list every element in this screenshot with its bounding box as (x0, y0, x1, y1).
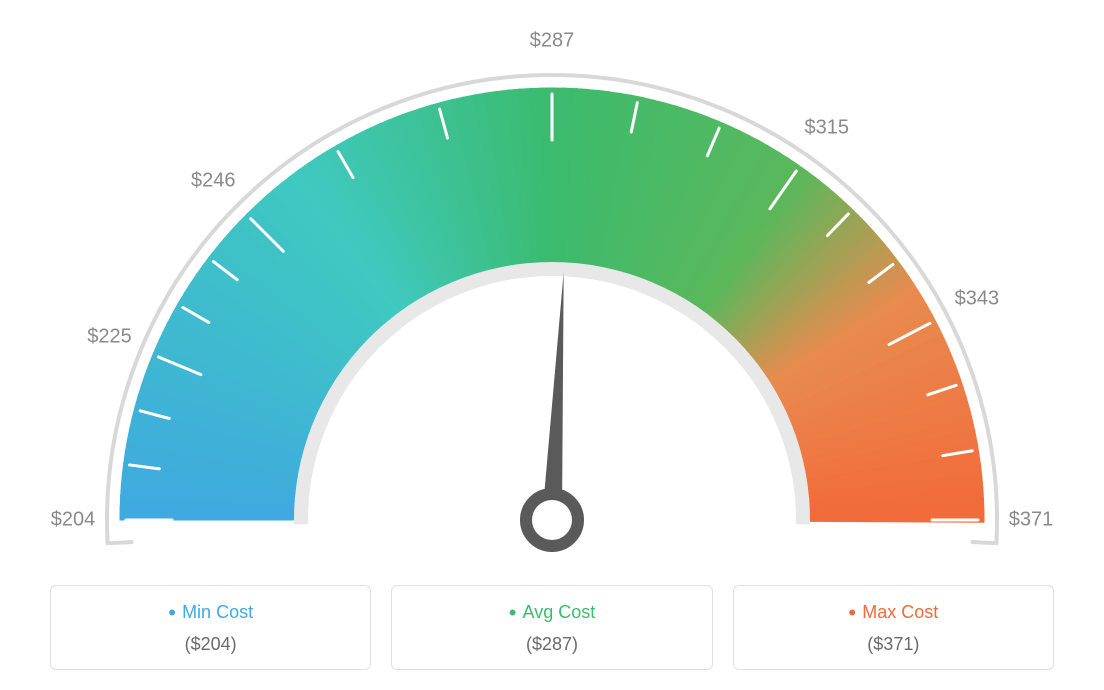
gauge-tick-label: $287 (530, 30, 575, 53)
legend-min-label: Min Cost (61, 600, 360, 626)
legend-min: Min Cost ($204) (50, 585, 371, 670)
gauge-tick-label: $204 (51, 509, 96, 532)
legend-max-label: Max Cost (744, 600, 1043, 626)
gauge-tick-label: $315 (804, 116, 849, 139)
gauge-tick-label: $225 (87, 325, 132, 348)
legend-max: Max Cost ($371) (733, 585, 1054, 670)
legend-avg-value: ($287) (402, 634, 701, 655)
legend-row: Min Cost ($204) Avg Cost ($287) Max Cost… (50, 585, 1054, 670)
gauge-tick-label: $343 (955, 287, 1000, 310)
gauge-tick-label: $246 (191, 170, 236, 193)
gauge-tick-label: $371 (1009, 509, 1054, 532)
legend-avg: Avg Cost ($287) (391, 585, 712, 670)
cost-gauge-chart: $204 $225 $246 $287 $315 $343 $371 Min Cost ($… (0, 0, 1104, 690)
legend-avg-label: Avg Cost (402, 600, 701, 626)
legend-max-value: ($371) (744, 634, 1043, 655)
legend-min-value: ($204) (61, 634, 360, 655)
gauge-svg (0, 0, 1104, 590)
